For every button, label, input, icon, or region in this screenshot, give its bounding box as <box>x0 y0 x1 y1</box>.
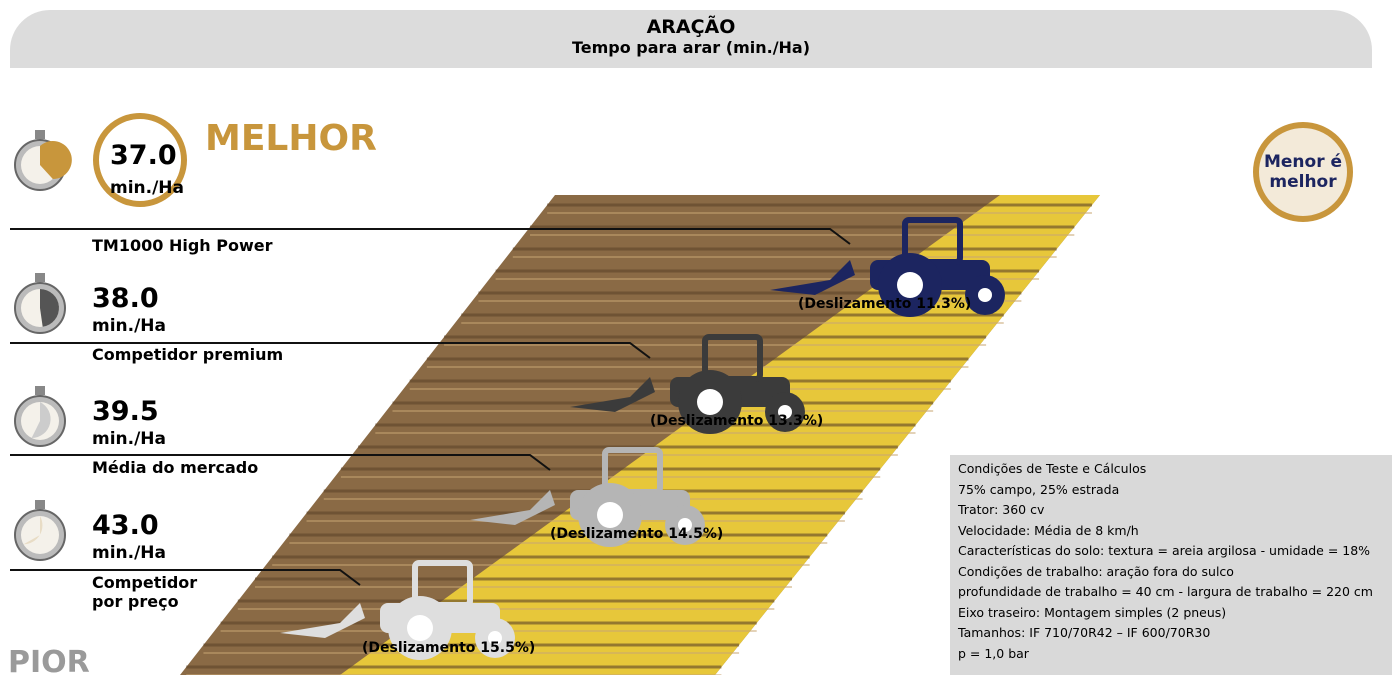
entry-name: Média do mercado <box>92 458 332 477</box>
slip-label: (Deslizamento 15.5%) <box>362 640 535 656</box>
stopwatch-crown <box>35 500 45 509</box>
front-hub <box>978 288 992 302</box>
time-unit: min./Ha <box>92 429 166 449</box>
slip-label: (Deslizamento 13.3%) <box>650 413 823 429</box>
note-line: 75% campo, 25% estrada <box>958 480 1384 501</box>
note-line: profundidade de trabalho = 40 cm - largu… <box>958 582 1384 603</box>
note-line: Características do solo: textura = areia… <box>958 541 1384 562</box>
rear-hub <box>897 272 923 298</box>
rear-hub <box>407 615 433 641</box>
time-value: 39.5 <box>92 396 159 427</box>
badge: Menor é melhor <box>1253 122 1353 222</box>
time-unit: min./Ha <box>92 316 166 336</box>
time-value: 37.0 <box>110 140 177 171</box>
note-line: Eixo traseiro: Montagem simples (2 pneus… <box>958 603 1384 624</box>
time-value: 43.0 <box>92 510 159 541</box>
stopwatch-crown <box>35 386 45 395</box>
note-line: Trator: 360 cv <box>958 500 1384 521</box>
time-unit: min./Ha <box>92 543 166 563</box>
note-line: Velocidade: Média de 8 km/h <box>958 521 1384 542</box>
time-unit: min./Ha <box>110 178 184 198</box>
entry-name: Competidor premium <box>92 345 332 364</box>
header: ARAÇÃO Tempo para arar (min./Ha) <box>10 10 1372 68</box>
badge-text: Menor é melhor <box>1259 152 1347 192</box>
note-line: Condições de Teste e Cálculos <box>958 459 1384 480</box>
entry-name: TM1000 High Power <box>92 236 332 255</box>
note-line: Tamanhos: IF 710/70R42 – IF 600/70R30 <box>958 623 1384 644</box>
best-label: MELHOR <box>205 118 377 159</box>
time-value: 38.0 <box>92 283 159 314</box>
page: ARAÇÃO Tempo para arar (min./Ha) MELHOR … <box>0 0 1392 675</box>
slip-label: (Deslizamento 14.5%) <box>550 526 723 542</box>
stopwatch-crown <box>35 130 45 139</box>
entry-name: Competidor por preço <box>92 573 232 611</box>
header-title: ARAÇÃO <box>10 10 1372 38</box>
slip-label: (Deslizamento 11.3%) <box>798 296 971 312</box>
rear-hub <box>597 502 623 528</box>
header-subtitle: Tempo para arar (min./Ha) <box>10 38 1372 57</box>
note-line: p = 1,0 bar <box>958 644 1384 665</box>
stopwatch-crown <box>35 273 45 282</box>
rear-hub <box>697 389 723 415</box>
note-line: Condições de trabalho: aração fora do su… <box>958 562 1384 583</box>
